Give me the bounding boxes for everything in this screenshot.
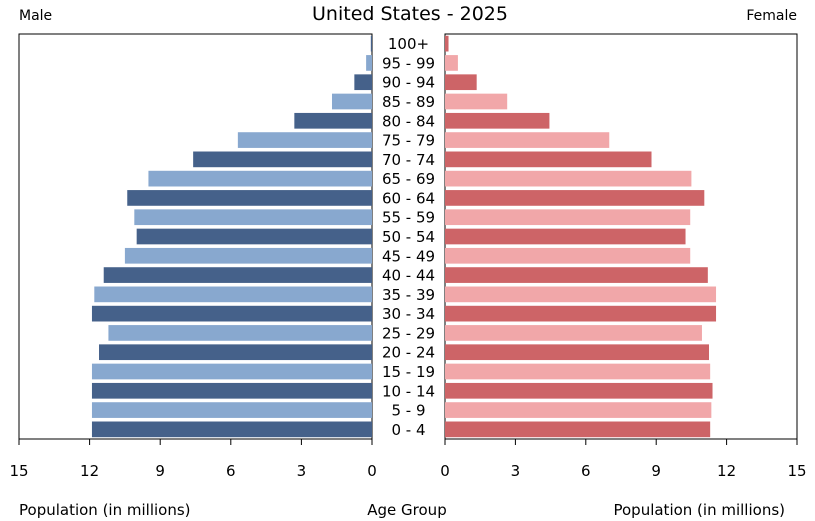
age-group-label: 30 - 34	[382, 305, 435, 323]
female-x-tick-label: 9	[651, 462, 661, 480]
female-bar	[445, 267, 708, 283]
age-group-label: 35 - 39	[382, 286, 435, 304]
female-bar	[445, 247, 691, 264]
female-bar	[445, 325, 702, 341]
age-group-label: 10 - 14	[382, 382, 435, 400]
male-x-tick-label: 15	[9, 462, 28, 480]
male-bar	[91, 421, 372, 438]
female-bar	[445, 55, 458, 71]
female-bar	[445, 170, 692, 187]
male-bar	[91, 402, 372, 418]
male-bar	[193, 151, 372, 168]
male-bar	[103, 267, 372, 283]
female-bar	[445, 286, 717, 303]
female-x-tick-label: 12	[717, 462, 736, 480]
age-group-label: 5 - 9	[391, 402, 425, 420]
male-x-tick-label: 9	[155, 462, 165, 480]
age-group-label: 50 - 54	[382, 228, 435, 246]
x-axis-label-center: Age Group	[367, 501, 446, 519]
male-bar	[124, 247, 373, 264]
female-bar	[445, 190, 705, 206]
male-bar	[91, 305, 372, 322]
female-bar	[445, 35, 449, 52]
age-group-label: 65 - 69	[382, 170, 435, 188]
age-group-label: 15 - 19	[382, 363, 435, 381]
female-x-tick-label: 3	[511, 462, 521, 480]
male-bar	[237, 132, 372, 148]
age-group-label: 40 - 44	[382, 267, 435, 285]
male-bar	[108, 325, 372, 341]
female-x-tick-label: 0	[440, 462, 450, 480]
female-bar	[445, 151, 652, 168]
female-bar	[445, 363, 711, 380]
male-bar	[136, 228, 372, 245]
x-axis-label-right: Population (in millions)	[613, 501, 785, 519]
age-group-label: 90 - 94	[382, 74, 435, 92]
male-bar	[354, 74, 372, 91]
female-bar	[445, 209, 691, 226]
age-group-label: 0 - 4	[391, 421, 425, 439]
age-group-label: 95 - 99	[382, 54, 435, 72]
female-bar	[445, 382, 713, 399]
male-label: Male	[19, 8, 52, 24]
male-bar	[294, 112, 372, 129]
female-bar	[445, 421, 711, 438]
age-group-label: 55 - 59	[382, 209, 435, 227]
age-group-label: 45 - 49	[382, 247, 435, 265]
female-bar	[445, 93, 508, 110]
male-bar	[370, 35, 372, 52]
female-bar	[445, 112, 550, 129]
female-label: Female	[746, 8, 797, 24]
male-x-tick-label: 3	[297, 462, 307, 480]
male-bar	[127, 190, 373, 206]
male-bar	[91, 363, 372, 380]
male-x-tick-label: 0	[367, 462, 377, 480]
female-bar	[445, 228, 686, 245]
male-bar	[366, 55, 372, 71]
female-x-tick-label: 6	[581, 462, 591, 480]
female-bar	[445, 402, 712, 418]
age-group-label: 75 - 79	[382, 132, 435, 150]
age-group-label: 60 - 64	[382, 189, 435, 207]
chart-title: United States - 2025	[312, 3, 508, 25]
female-bar	[445, 305, 717, 322]
female-bar	[445, 74, 477, 91]
age-group-label: 70 - 74	[382, 151, 435, 169]
age-group-label: 25 - 29	[382, 324, 435, 342]
age-group-label: 20 - 24	[382, 344, 435, 362]
male-bar	[148, 170, 372, 187]
male-bar	[94, 286, 372, 303]
age-group-label: 100+	[388, 35, 429, 53]
male-bar	[91, 382, 372, 399]
age-group-label: 80 - 84	[382, 112, 435, 130]
male-x-tick-label: 12	[80, 462, 99, 480]
male-bar	[331, 93, 372, 110]
female-x-tick-label: 15	[787, 462, 806, 480]
female-bar	[445, 132, 610, 148]
male-bar	[134, 209, 372, 226]
x-axis-label-left: Population (in millions)	[19, 501, 191, 519]
male-bar	[99, 344, 372, 361]
age-group-label: 85 - 89	[382, 93, 435, 111]
female-bar	[445, 344, 709, 361]
male-x-tick-label: 6	[226, 462, 236, 480]
